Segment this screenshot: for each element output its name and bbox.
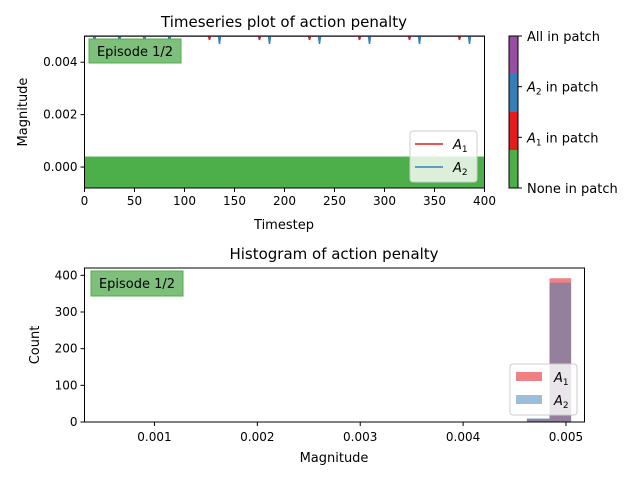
colorbar-segment	[509, 112, 518, 150]
colorbar-segment	[509, 150, 518, 188]
colorbar-segment	[509, 74, 518, 112]
timeseries-ytick-label: 0.004	[43, 55, 77, 69]
histogram-xtick-label: 0.002	[240, 430, 274, 444]
timeseries-xtick-label: 0	[81, 194, 89, 208]
colorbar-segment	[509, 36, 518, 74]
histogram-xtick-label: 0.004	[446, 430, 480, 444]
histogram-ytick-label: 400	[55, 268, 78, 282]
timeseries-ytick-label: 0.000	[43, 160, 77, 174]
histogram-ytick-label: 100	[55, 378, 78, 392]
histogram-chart: Histogram of action penalty 0.001 0.002 0.…	[28, 245, 585, 466]
colorbar-frame	[508, 35, 519, 189]
histogram-ylabel: Count	[28, 326, 43, 365]
timeseries-legend-a2: A2	[452, 161, 468, 178]
timeseries-legend-a1: A1	[452, 138, 468, 155]
colorbar-label: A2 in patch	[526, 81, 598, 98]
timeseries-xtick-label: 400	[473, 194, 496, 208]
histogram-ytick-label: 0	[70, 415, 78, 429]
timeseries-title: Timeseries plot of action penalty	[160, 13, 407, 31]
timeseries-xtick-label: 200	[273, 194, 296, 208]
colorbar-label: None in patch	[527, 182, 618, 197]
timeseries-xtick-label: 100	[173, 194, 196, 208]
timeseries-xtick-label: 50	[127, 194, 142, 208]
histogram-ytick-label: 200	[55, 342, 78, 356]
histogram-title: Histogram of action penalty	[229, 245, 438, 263]
histogram-xtick-label: 0.005	[549, 430, 583, 444]
histogram-bar-a2	[526, 418, 550, 422]
colorbar: None in patch A1 in patch A2 in patch All i…	[508, 30, 618, 197]
histogram-legend: A1 A2	[509, 363, 578, 416]
histogram-legend-a1: A1	[553, 371, 569, 388]
histogram-xtick-label: 0.003	[343, 430, 377, 444]
timeseries-xlabel: Timestep	[253, 218, 314, 233]
histogram-episode-badge: Episode 1/2	[90, 270, 184, 297]
histogram-ytick-label: 300	[55, 305, 78, 319]
timeseries-xtick-label: 300	[373, 194, 396, 208]
timeseries-legend: A1 A2	[409, 130, 478, 183]
timeseries-xtick-label: 250	[323, 194, 346, 208]
colorbar-label: A1 in patch	[526, 131, 598, 148]
colorbar-label: All in patch	[527, 30, 600, 45]
histogram-xtick-label: 0.001	[137, 430, 171, 444]
timeseries-ylabel: Magnitude	[16, 78, 31, 147]
timeseries-xtick-label: 150	[223, 194, 246, 208]
timeseries-episode-text: Episode 1/2	[97, 45, 173, 60]
timeseries-episode-badge: Episode 1/2	[88, 38, 182, 64]
histogram-plot-frame	[84, 267, 585, 423]
timeseries-ytick-label: 0.002	[43, 108, 77, 122]
timeseries-chart: Timeseries plot of action penalty 0 50 100…	[16, 13, 618, 233]
timeseries-xtick-label: 350	[423, 194, 446, 208]
histogram-xlabel: Magnitude	[300, 451, 369, 466]
histogram-legend-a2: A2	[553, 394, 569, 411]
histogram-episode-text: Episode 1/2	[99, 277, 175, 292]
